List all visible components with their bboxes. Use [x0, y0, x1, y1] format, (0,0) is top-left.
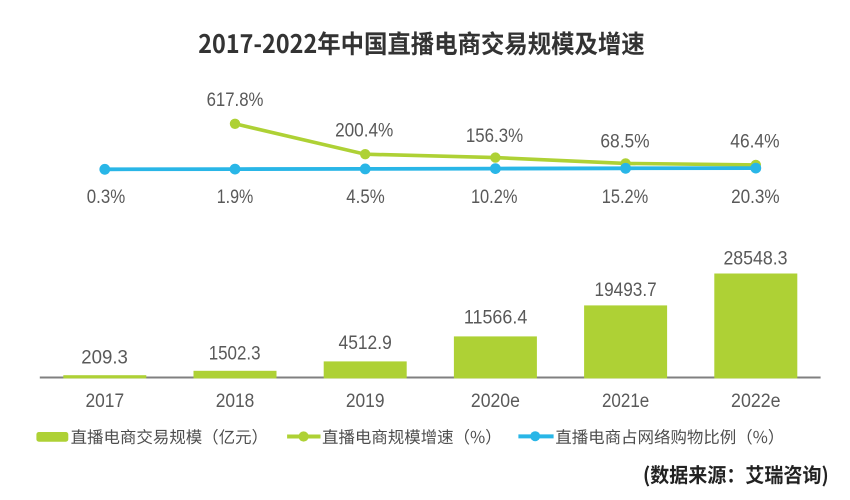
- svg-text:209.3: 209.3: [81, 347, 128, 369]
- svg-text:2019: 2019: [346, 391, 385, 412]
- svg-text:156.3%: 156.3%: [466, 125, 523, 147]
- svg-text:200.4%: 200.4%: [335, 119, 393, 141]
- svg-text:19493.7: 19493.7: [595, 279, 657, 301]
- svg-text:20.3%: 20.3%: [731, 186, 780, 208]
- svg-text:617.8%: 617.8%: [207, 89, 264, 111]
- svg-text:4.5%: 4.5%: [346, 186, 384, 208]
- svg-text:0.3%: 0.3%: [87, 186, 125, 208]
- svg-text:11566.4: 11566.4: [464, 307, 527, 329]
- svg-text:68.5%: 68.5%: [600, 131, 649, 153]
- svg-text:28548.3: 28548.3: [723, 248, 787, 270]
- svg-text:2020e: 2020e: [471, 391, 520, 412]
- svg-text:15.2%: 15.2%: [602, 186, 649, 208]
- svg-text:1502.3: 1502.3: [209, 343, 261, 365]
- svg-text:1.9%: 1.9%: [217, 186, 254, 208]
- svg-text:2018: 2018: [216, 391, 255, 412]
- svg-text:2022e: 2022e: [731, 391, 781, 412]
- svg-text:2017: 2017: [86, 391, 125, 412]
- svg-text:4512.9: 4512.9: [339, 332, 392, 354]
- svg-text:10.2%: 10.2%: [471, 186, 518, 208]
- svg-text:2021e: 2021e: [602, 391, 649, 412]
- svg-text:46.4%: 46.4%: [730, 131, 779, 153]
